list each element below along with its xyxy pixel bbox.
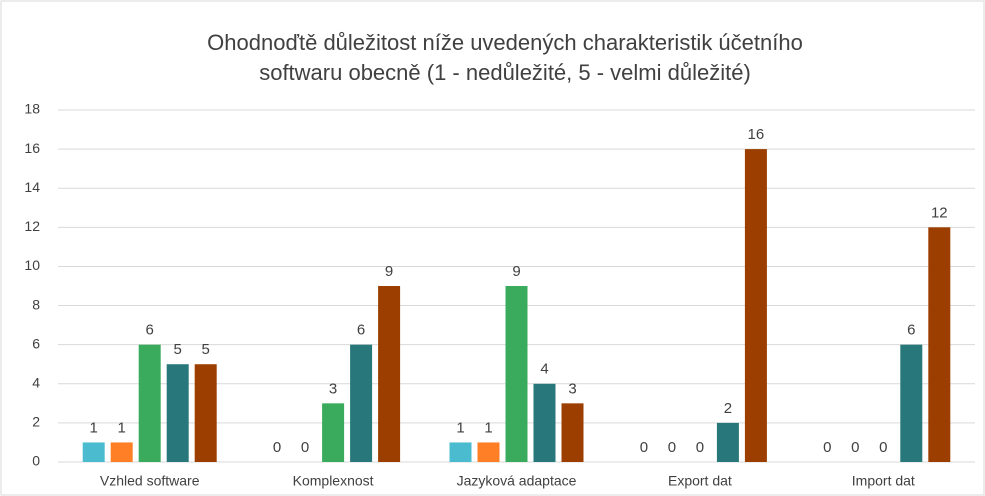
- value-label: 5: [202, 341, 210, 358]
- value-label: 6: [146, 322, 154, 339]
- value-label: 1: [90, 419, 98, 436]
- value-label: 1: [456, 419, 464, 436]
- y-tick-label: 2: [32, 414, 40, 430]
- bar: [928, 227, 951, 462]
- bar: [378, 286, 401, 462]
- value-label: 4: [540, 361, 548, 378]
- value-label: 0: [879, 439, 887, 456]
- bar: [449, 442, 472, 462]
- y-tick-label: 12: [24, 218, 40, 234]
- bar: [138, 344, 161, 462]
- value-label: 3: [568, 380, 576, 397]
- y-tick-label: 18: [24, 101, 40, 117]
- x-tick-label: Vzhled software: [100, 473, 200, 489]
- y-tick-label: 8: [32, 296, 40, 312]
- bar: [900, 344, 923, 462]
- value-label: 5: [174, 341, 182, 358]
- x-tick-label: Komplexnost: [293, 473, 374, 489]
- value-label: 1: [118, 419, 126, 436]
- bar: [533, 383, 556, 462]
- chart-title: softwaru obecně (1 - nedůležité, 5 - vel…: [259, 60, 751, 85]
- value-label: 0: [301, 439, 309, 456]
- chart-title: Ohodnoďtě důležitost níže uvedených char…: [207, 30, 803, 55]
- bar: [350, 344, 373, 462]
- bar: [561, 403, 584, 462]
- value-label: 6: [357, 322, 365, 339]
- x-tick-label: Export dat: [668, 473, 732, 489]
- y-tick-label: 0: [32, 453, 40, 469]
- bar: [744, 149, 767, 462]
- bar: [82, 442, 105, 462]
- bar: [322, 403, 345, 462]
- bar: [716, 422, 739, 462]
- x-tick-label: Jazyková adaptace: [457, 473, 577, 489]
- y-tick-label: 6: [32, 335, 40, 351]
- value-label: 2: [724, 400, 732, 417]
- value-label: 0: [640, 439, 648, 456]
- value-label: 3: [329, 380, 337, 397]
- value-label: 16: [748, 126, 765, 143]
- value-label: 9: [512, 263, 520, 280]
- value-label: 12: [931, 204, 948, 221]
- value-label: 0: [696, 439, 704, 456]
- bar: [110, 442, 133, 462]
- bar: [477, 442, 500, 462]
- value-label: 0: [851, 439, 859, 456]
- y-tick-label: 4: [32, 374, 40, 390]
- bar: [505, 286, 528, 462]
- value-label: 6: [907, 322, 915, 339]
- bar: [194, 364, 217, 462]
- y-tick-label: 16: [24, 140, 40, 156]
- value-label: 0: [823, 439, 831, 456]
- x-tick-label: Import dat: [852, 473, 915, 489]
- value-label: 1: [484, 419, 492, 436]
- value-label: 9: [385, 263, 393, 280]
- value-label: 0: [273, 439, 281, 456]
- y-tick-label: 14: [24, 179, 40, 195]
- y-tick-label: 10: [24, 257, 40, 273]
- value-label: 0: [668, 439, 676, 456]
- bar: [166, 364, 189, 462]
